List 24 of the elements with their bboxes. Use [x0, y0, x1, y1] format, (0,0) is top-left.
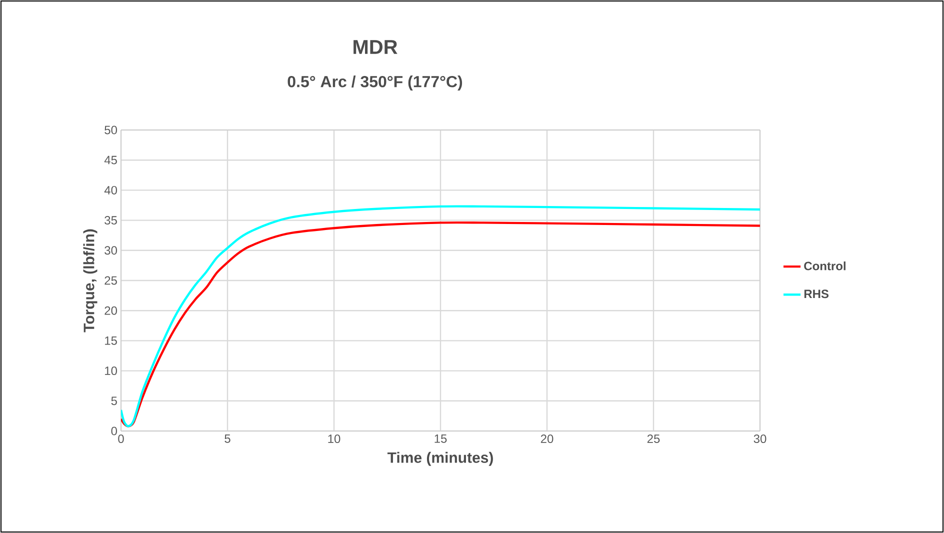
- y-tick-label: 15: [105, 336, 117, 345]
- legend-label: RHS: [804, 290, 829, 298]
- y-tick-label: 20: [104, 306, 118, 315]
- y-tick-label: 30: [104, 246, 118, 255]
- x-tick-label: 30: [754, 434, 766, 444]
- x-tick-label: 25: [647, 434, 660, 444]
- x-tick-label: 0: [118, 434, 124, 444]
- x-axis-title: Time (minutes): [387, 452, 493, 466]
- chart-title: MDR: [354, 40, 398, 54]
- y-tick-label: 40: [104, 186, 118, 194]
- y-tick-label: 25: [104, 276, 117, 285]
- y-tick-label: 5: [111, 396, 117, 406]
- y-tick-label: 0: [111, 426, 118, 436]
- legend-label: Control: [804, 261, 846, 270]
- y-tick-label: 50: [104, 126, 118, 134]
- x-tick-label: 10: [328, 434, 340, 444]
- x-tick-label: 5: [224, 434, 230, 443]
- y-tick-label: 10: [105, 366, 118, 376]
- y-tick-label: 45: [104, 156, 117, 164]
- x-tick-label: 20: [540, 434, 554, 444]
- y-axis-title: Torque, (lbf/in): [83, 229, 98, 332]
- x-tick-label: 15: [434, 434, 447, 443]
- y-tick-label: 35: [104, 216, 117, 225]
- chart-subtitle: 0.5° Arc / 350°F (177°C): [288, 76, 462, 90]
